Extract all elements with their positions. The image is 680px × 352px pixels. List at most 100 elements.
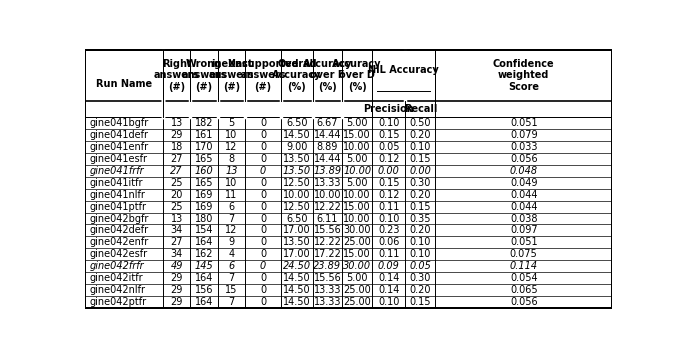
Text: 0.15: 0.15	[409, 202, 431, 212]
Text: 10.00: 10.00	[343, 166, 371, 176]
Text: 0.00: 0.00	[409, 166, 431, 176]
Text: 0.14: 0.14	[378, 273, 400, 283]
Text: Wrong
answers
(#): Wrong answers (#)	[182, 59, 227, 92]
Text: 6: 6	[228, 261, 235, 271]
Text: 0.048: 0.048	[510, 166, 538, 176]
Text: 0: 0	[260, 273, 266, 283]
Text: 0: 0	[260, 249, 266, 259]
Text: 0.11: 0.11	[378, 249, 400, 259]
Text: 160: 160	[194, 166, 214, 176]
Text: 0.11: 0.11	[378, 202, 400, 212]
Text: 29: 29	[171, 297, 183, 307]
Text: gine042ptfr: gine042ptfr	[89, 297, 146, 307]
Text: 20: 20	[171, 190, 183, 200]
Text: 165: 165	[195, 154, 214, 164]
Text: 0.10: 0.10	[378, 214, 400, 224]
Text: 15.00: 15.00	[343, 202, 371, 212]
Text: 17.00: 17.00	[283, 225, 311, 235]
Text: 0.10: 0.10	[410, 237, 431, 247]
Text: 165: 165	[195, 178, 214, 188]
Text: 0.20: 0.20	[409, 225, 431, 235]
Text: Recall: Recall	[404, 104, 437, 114]
Text: 0.10: 0.10	[378, 118, 400, 128]
Text: 0.065: 0.065	[510, 285, 537, 295]
Text: 0: 0	[260, 166, 267, 176]
Text: 10.00: 10.00	[283, 190, 311, 200]
Text: gine042frfr: gine042frfr	[89, 261, 144, 271]
Text: 0.20: 0.20	[409, 285, 431, 295]
Text: 10.00: 10.00	[343, 214, 371, 224]
Text: 161: 161	[195, 130, 214, 140]
Text: 180: 180	[195, 214, 214, 224]
Text: 5.00: 5.00	[346, 118, 368, 128]
Text: 14.50: 14.50	[283, 273, 311, 283]
Text: 6.50: 6.50	[286, 118, 307, 128]
Text: gine041enfr: gine041enfr	[89, 142, 148, 152]
Text: 14.50: 14.50	[283, 285, 311, 295]
Text: NIL Accuracy: NIL Accuracy	[369, 65, 439, 75]
Text: 25.00: 25.00	[343, 285, 371, 295]
Text: 0: 0	[260, 225, 266, 235]
Text: 0: 0	[260, 285, 266, 295]
Text: 170: 170	[195, 142, 214, 152]
Text: 0: 0	[260, 261, 267, 271]
Text: 13: 13	[225, 166, 238, 176]
Text: 0.23: 0.23	[378, 225, 400, 235]
Text: 10: 10	[225, 130, 237, 140]
Text: 169: 169	[195, 190, 214, 200]
Text: Right
answers
(#): Right answers (#)	[154, 59, 199, 92]
Text: Accuracy
over D
(%): Accuracy over D (%)	[333, 59, 382, 92]
Text: 18: 18	[171, 142, 183, 152]
Text: 17.00: 17.00	[283, 249, 311, 259]
Text: gine041frfr: gine041frfr	[89, 166, 144, 176]
Text: 0.056: 0.056	[510, 297, 537, 307]
Text: 0: 0	[260, 118, 266, 128]
Text: 12.50: 12.50	[283, 178, 311, 188]
Text: 0.056: 0.056	[510, 154, 537, 164]
Text: 12: 12	[225, 225, 238, 235]
Text: 0.06: 0.06	[378, 237, 400, 247]
Text: gine041esfr: gine041esfr	[89, 154, 147, 164]
Text: 15.00: 15.00	[343, 249, 371, 259]
Text: 6: 6	[228, 202, 235, 212]
Text: gine041nlfr: gine041nlfr	[89, 190, 145, 200]
Text: 13.50: 13.50	[283, 166, 311, 176]
Text: 0: 0	[260, 130, 266, 140]
Text: 0.049: 0.049	[510, 178, 537, 188]
Text: 15: 15	[225, 285, 238, 295]
Text: 7: 7	[228, 273, 235, 283]
Text: 4: 4	[228, 249, 235, 259]
Text: 162: 162	[195, 249, 214, 259]
Text: 0: 0	[260, 190, 266, 200]
Text: 34: 34	[171, 225, 183, 235]
Text: Overall
Accuracy
(%): Overall Accuracy (%)	[272, 59, 322, 92]
Text: 0.051: 0.051	[510, 237, 537, 247]
Text: 15.56: 15.56	[313, 225, 341, 235]
Text: 12.50: 12.50	[283, 202, 311, 212]
Text: 15.00: 15.00	[343, 130, 371, 140]
Text: 0: 0	[260, 237, 266, 247]
Text: 154: 154	[195, 225, 214, 235]
Text: 23.89: 23.89	[313, 261, 341, 271]
Text: 5.00: 5.00	[346, 178, 368, 188]
Text: Unsupported
answers
(#): Unsupported answers (#)	[227, 59, 299, 92]
Text: gine042defr: gine042defr	[89, 225, 148, 235]
Text: 0: 0	[260, 154, 266, 164]
Text: 0.033: 0.033	[510, 142, 537, 152]
Text: 5: 5	[228, 118, 235, 128]
Text: Precision: Precision	[363, 104, 414, 114]
Text: Confidence
weighted
Score: Confidence weighted Score	[493, 59, 554, 92]
Text: 10: 10	[225, 178, 237, 188]
Text: 8: 8	[228, 154, 235, 164]
Text: gine042nlfr: gine042nlfr	[89, 285, 146, 295]
Text: gine042esfr: gine042esfr	[89, 249, 148, 259]
Text: 0.30: 0.30	[410, 178, 431, 188]
Text: 145: 145	[194, 261, 214, 271]
Text: 0.114: 0.114	[510, 261, 538, 271]
Text: 10.00: 10.00	[313, 190, 341, 200]
Text: 13: 13	[171, 118, 183, 128]
Text: 0.05: 0.05	[409, 261, 431, 271]
Text: 164: 164	[195, 237, 214, 247]
Text: 164: 164	[195, 297, 214, 307]
Text: 11: 11	[225, 190, 237, 200]
